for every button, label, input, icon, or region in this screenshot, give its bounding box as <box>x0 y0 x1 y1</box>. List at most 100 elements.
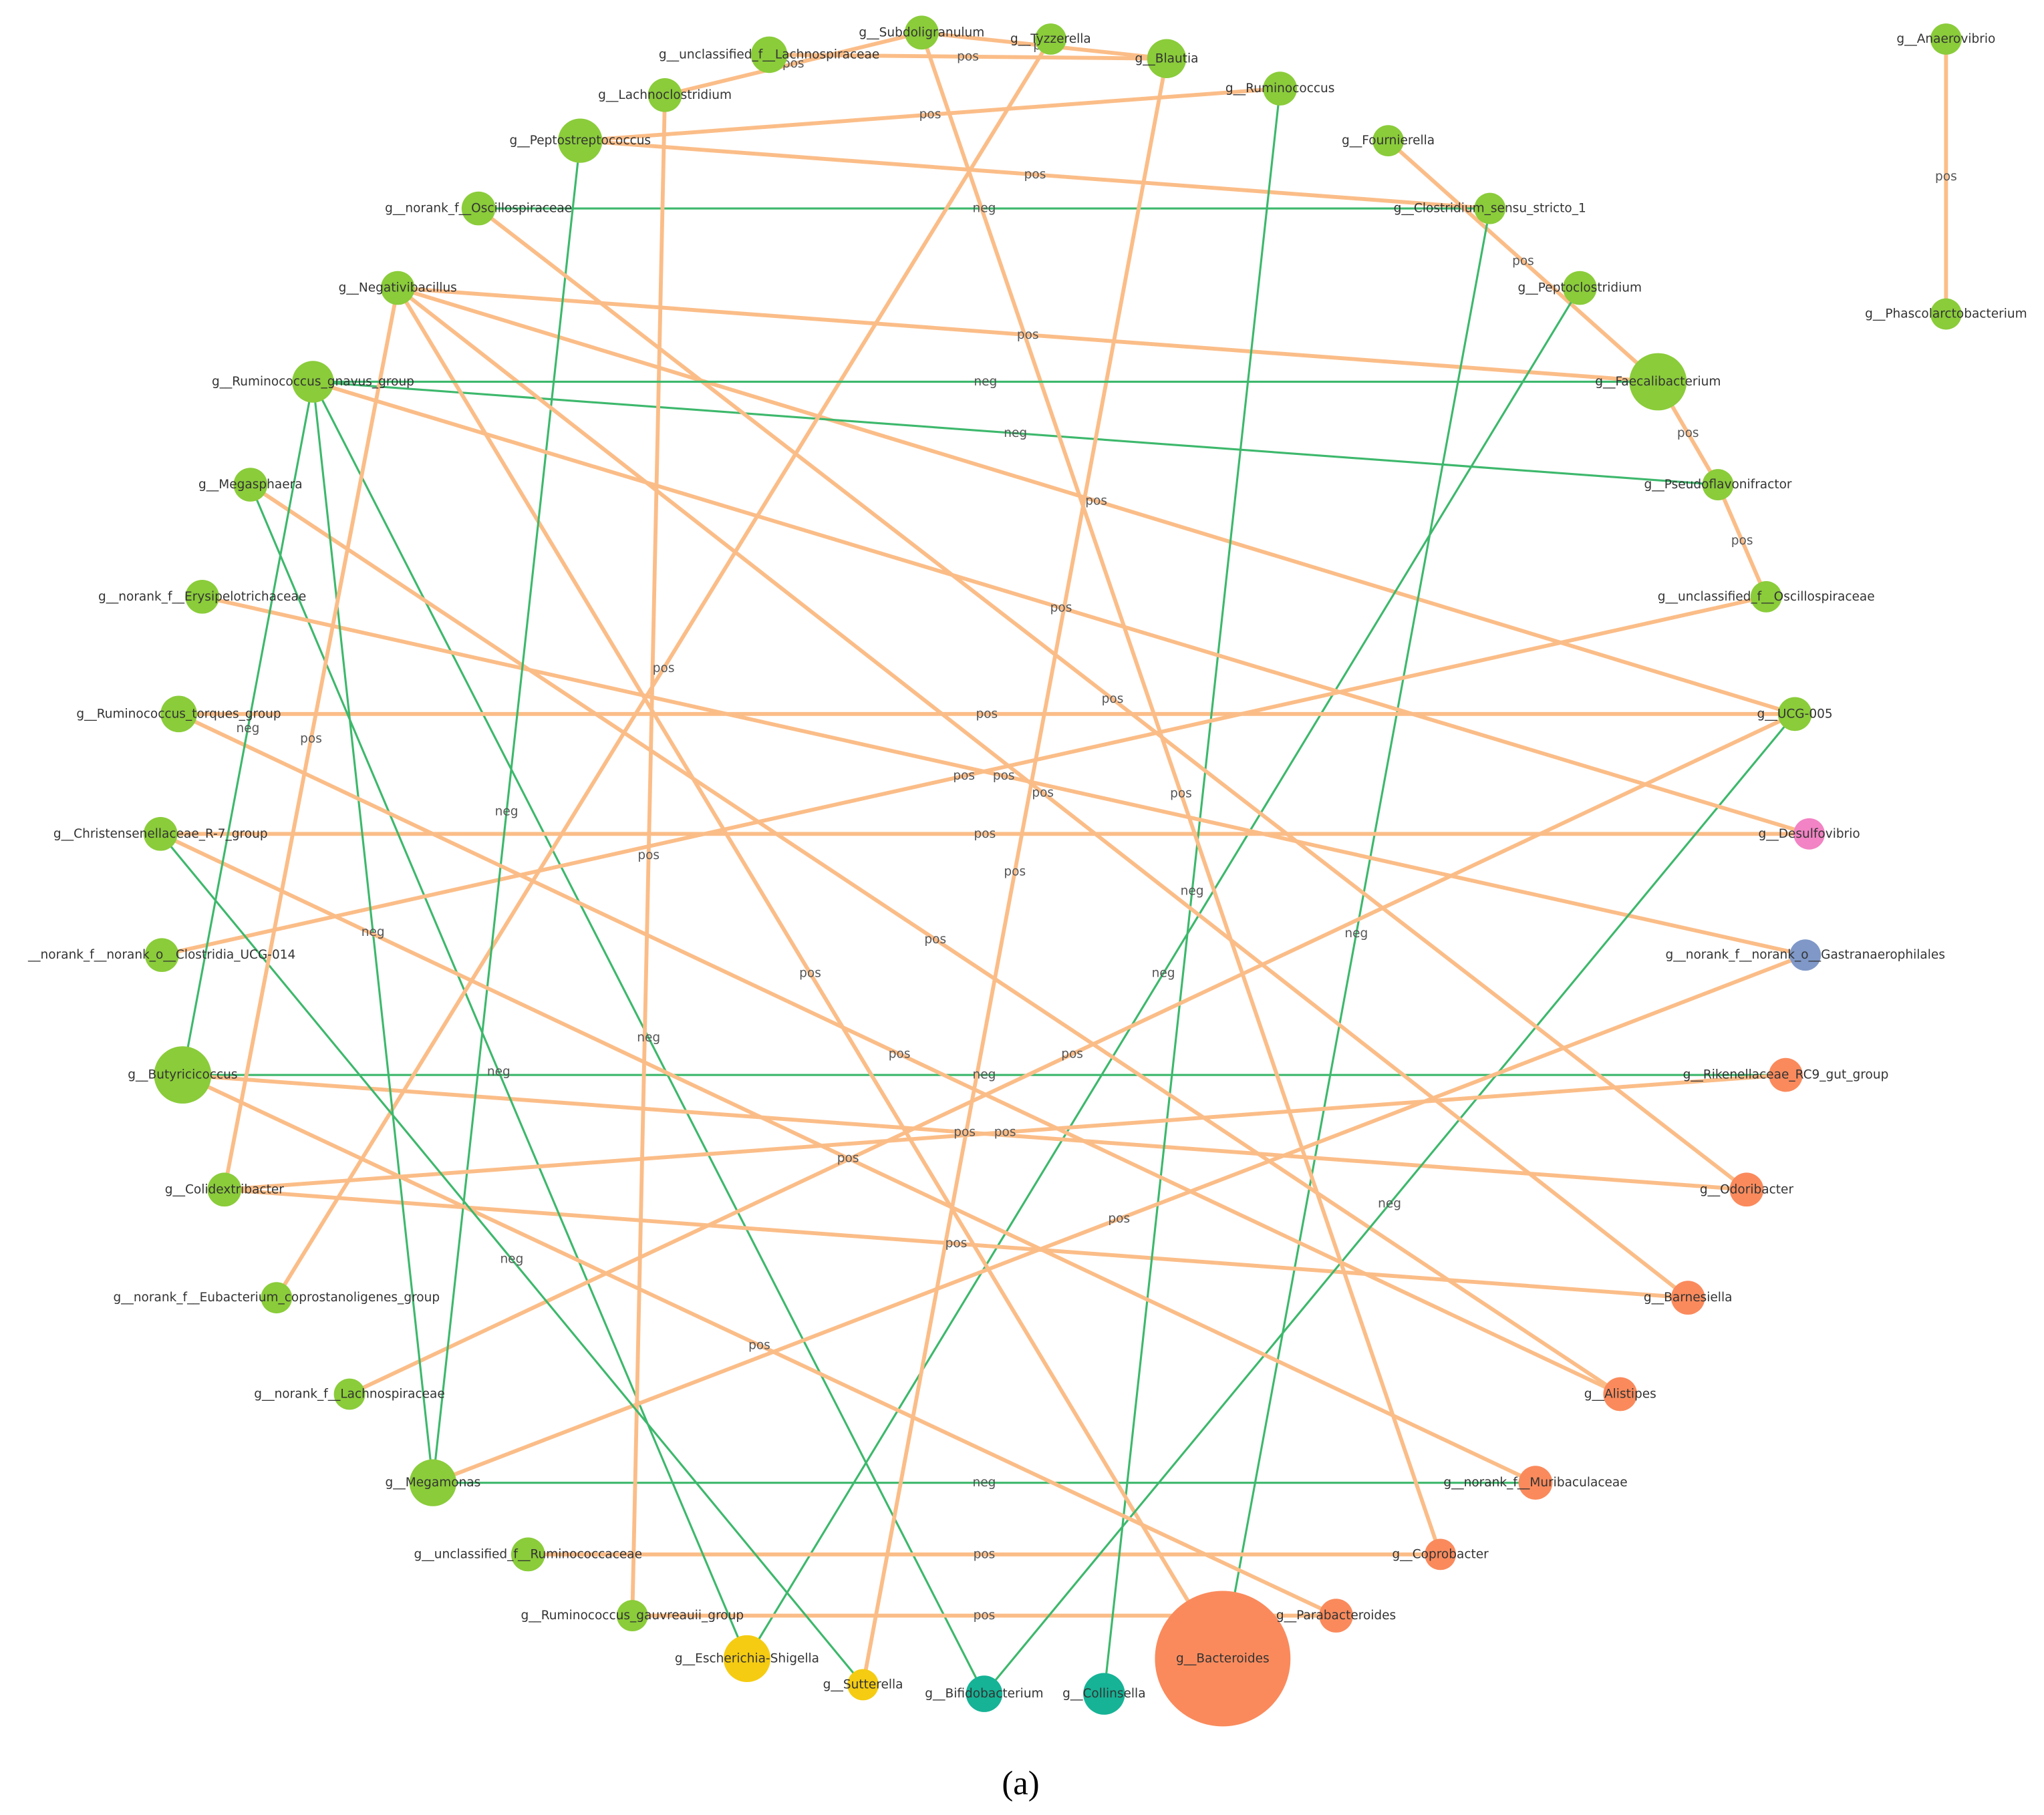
edge-label: pos <box>1512 255 1534 269</box>
node <box>1562 271 1597 305</box>
edge <box>160 833 864 1685</box>
edge-label: pos <box>782 57 805 71</box>
node-label: g__unclassified_f__Ruminococcaceae <box>414 1547 642 1561</box>
edge <box>477 206 1748 1192</box>
node-label: g__Barnesiella <box>1644 1291 1733 1305</box>
node <box>1263 71 1298 106</box>
node-label: g__Phascolarctobacterium <box>1865 307 2027 321</box>
node <box>1670 1281 1705 1315</box>
node <box>461 191 496 226</box>
node <box>160 695 197 733</box>
node-label: g__Subdoligranulum <box>859 25 984 39</box>
edge-label: pos <box>954 1125 976 1139</box>
node <box>1930 23 1962 55</box>
node-label: g__Megasphaera <box>198 478 303 492</box>
node-label: g__Ruminococcus_gauvreauii_group <box>521 1609 744 1623</box>
node-label: g__unclassified_f__Lachnospiraceae <box>659 47 879 61</box>
node <box>1147 39 1187 79</box>
edge-label: pos <box>653 661 675 675</box>
node-label: g__Fournierella <box>1342 134 1435 148</box>
node <box>333 1378 366 1410</box>
node <box>1702 469 1734 500</box>
edge <box>664 30 923 98</box>
node <box>510 1537 545 1572</box>
edge-label: pos <box>976 707 998 721</box>
edge-label: neg <box>1344 927 1368 941</box>
edge-label: neg <box>495 805 519 819</box>
edge-label: neg <box>637 1031 660 1045</box>
node <box>1425 1538 1457 1571</box>
edge <box>919 31 1443 1555</box>
node <box>207 1172 242 1207</box>
node <box>154 1046 212 1104</box>
edge <box>182 1073 1337 1618</box>
edge-label: pos <box>1004 864 1026 878</box>
node <box>616 1600 648 1631</box>
node-label: g__Bifidobacterium <box>925 1687 1043 1701</box>
edge-label: neg <box>1152 966 1175 980</box>
node <box>409 1459 456 1506</box>
edge-label: pos <box>1085 494 1107 508</box>
node <box>750 36 788 73</box>
edge-label: pos <box>1731 534 1753 548</box>
edge <box>746 287 1581 1659</box>
node-label: g__norank_f__Oscillospiraceae <box>385 202 572 216</box>
edge-label: pos <box>1017 328 1039 342</box>
node <box>1319 1599 1353 1633</box>
node <box>233 468 268 502</box>
node <box>380 271 415 305</box>
node-label: g__Parabacteroides <box>1276 1609 1396 1623</box>
edge <box>432 140 581 1483</box>
edge-label: pos <box>300 731 322 746</box>
edge-label: neg <box>972 1068 996 1082</box>
node <box>847 1669 879 1701</box>
edge <box>249 483 1622 1396</box>
edge <box>181 381 314 1076</box>
node-label: g__Desulfovibrio <box>1758 827 1860 841</box>
node-label: g__Christensenellaceae_R-7_group <box>53 827 268 841</box>
edge <box>396 287 1225 1660</box>
edge <box>1103 88 1282 1694</box>
edges <box>159 30 1948 1695</box>
edge-label: neg <box>1378 1197 1401 1211</box>
edge-label: pos <box>945 1236 968 1251</box>
edge <box>630 95 667 1616</box>
edge-label: pos <box>637 848 660 862</box>
edge-label: pos <box>799 966 821 980</box>
node-label: g__Lachnoclostridium <box>598 88 732 102</box>
edge-label: pos <box>974 1609 996 1623</box>
edge <box>580 138 1490 210</box>
node-label: g__Negativibacillus <box>339 281 457 295</box>
node-label: g__Pseudoflavonifractor <box>1644 478 1792 492</box>
node <box>1474 192 1506 224</box>
node <box>1750 581 1782 613</box>
edge-label: pos <box>1677 426 1699 440</box>
node-label: g__norank_f__Erysipelotrichaceae <box>98 590 306 604</box>
node <box>1629 353 1687 411</box>
edge <box>159 832 1537 1485</box>
edge-label: pos <box>993 769 1015 783</box>
node <box>1930 298 1962 330</box>
edge <box>580 86 1280 143</box>
edge <box>224 1073 1786 1192</box>
node-label: g__norank_f__norank_o__Gastranaerophilal… <box>1665 948 1945 962</box>
edge-label: neg <box>974 375 997 389</box>
node-label: g__Bacteroides <box>1176 1651 1270 1665</box>
node-label: g__Faecalibacterium <box>1595 375 1721 389</box>
edge <box>161 595 1767 957</box>
edge-label: neg <box>1004 426 1027 440</box>
node <box>144 938 179 973</box>
edge-label: pos <box>1170 786 1192 800</box>
node <box>904 15 939 50</box>
edge <box>249 484 748 1659</box>
edge <box>178 712 1622 1396</box>
node <box>1603 1377 1638 1412</box>
edge <box>983 713 1796 1695</box>
node-label: g__Tyzzerella <box>1010 32 1091 46</box>
node <box>1518 1466 1553 1500</box>
edge-label: pos <box>974 827 996 841</box>
edge-label: pos <box>1102 692 1124 706</box>
edge <box>1221 208 1491 1659</box>
